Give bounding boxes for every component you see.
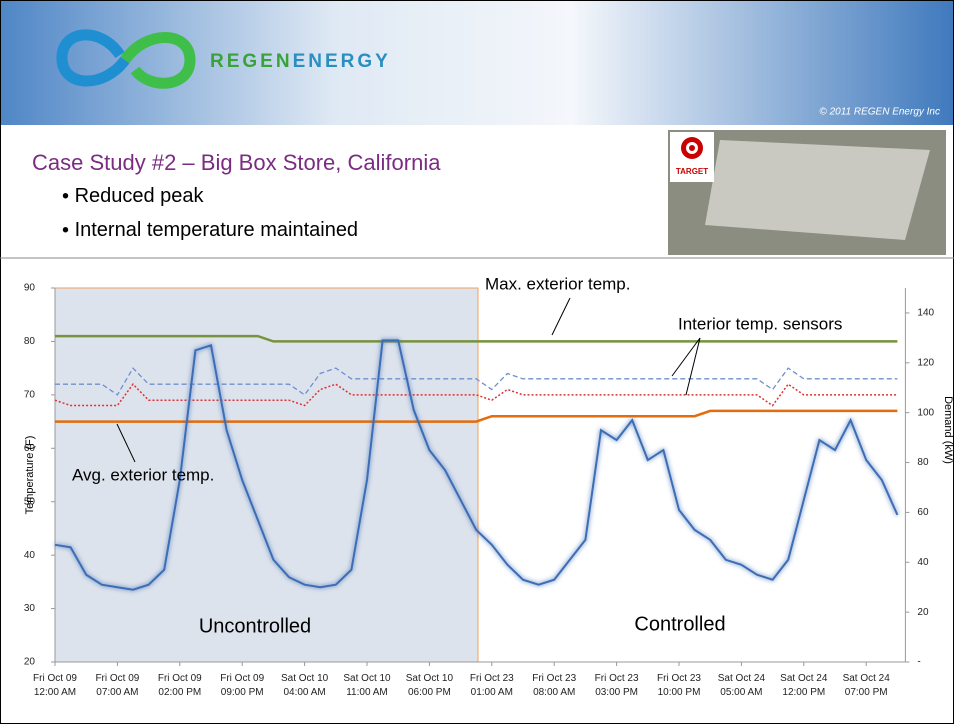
logo-part: REGEN: [210, 51, 293, 72]
y2-tick-label: -: [917, 657, 920, 668]
logo-part: ENERGY: [293, 51, 391, 72]
y2-tick-label: 100: [917, 407, 934, 418]
logo-text: REGENENERGY: [210, 51, 391, 72]
annotation: Interior temp. sensors: [678, 314, 842, 333]
bullet: • Internal temperature maintained: [62, 219, 358, 241]
slide: REGENENERGY © 2011 REGEN Energy Inc Case…: [0, 0, 954, 724]
arrow: [686, 338, 700, 395]
store-photo: TARGET: [668, 130, 946, 255]
arrow: [552, 298, 570, 335]
annotation: Max. exterior temp.: [485, 274, 631, 293]
y-tick-label: 40: [24, 550, 36, 561]
y2-tick-label: 140: [917, 308, 934, 319]
annotation: Avg. exterior temp.: [72, 465, 214, 484]
y2-tick-label: 120: [917, 357, 934, 368]
y-axis-label: Temperature (F): [24, 436, 36, 515]
copyright: © 2011 REGEN Energy Inc: [819, 107, 940, 118]
bullet: • Reduced peak: [62, 185, 205, 207]
y2-tick-label: 40: [917, 557, 929, 568]
y2-tick-label: 80: [917, 457, 929, 468]
y-tick-label: 20: [24, 657, 36, 668]
annotation: Uncontrolled: [199, 615, 311, 637]
y2-tick-label: 60: [917, 507, 929, 518]
header-background: [0, 0, 954, 125]
image-label: TARGET: [676, 167, 708, 176]
bullet-text: Reduced peak: [75, 185, 205, 207]
slide-canvas: REGENENERGY © 2011 REGEN Energy Inc Case…: [0, 0, 954, 724]
y-tick-label: 90: [24, 283, 36, 294]
y2-tick-label: 20: [917, 607, 929, 618]
annotation: Controlled: [634, 613, 725, 635]
y-tick-label: 70: [24, 389, 36, 400]
y2-axis-label: Demand (kW): [942, 396, 954, 464]
y-tick-label: 30: [24, 603, 36, 614]
bullet-text: Internal temperature maintained: [75, 219, 359, 241]
y-tick-label: 80: [24, 336, 36, 347]
slide-title: Case Study #2 – Big Box Store, Californi…: [32, 150, 441, 175]
